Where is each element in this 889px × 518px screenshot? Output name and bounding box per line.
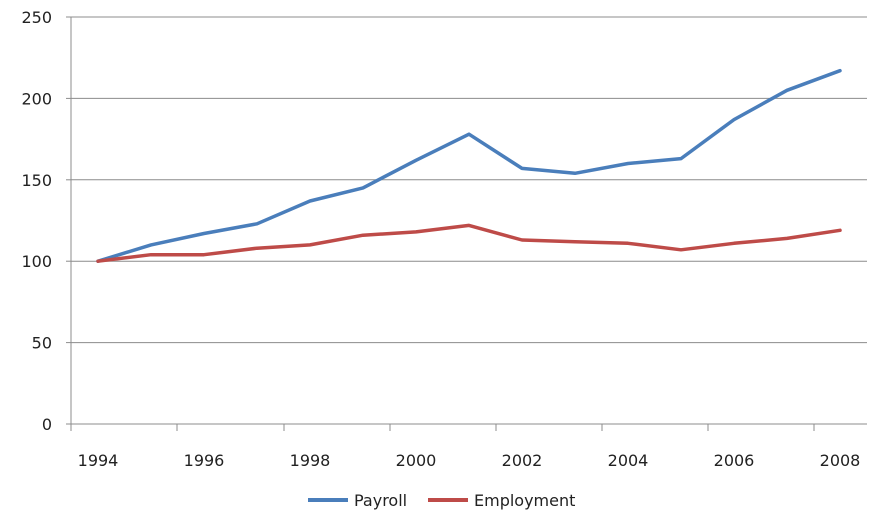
y-tick-label: 50 bbox=[32, 334, 52, 353]
x-tick-label: 1996 bbox=[184, 451, 225, 470]
x-tick-label: 2006 bbox=[714, 451, 755, 470]
y-tick-label: 100 bbox=[21, 252, 52, 271]
series-line-payroll bbox=[96, 68, 842, 263]
x-tick-label: 2008 bbox=[820, 451, 861, 470]
legend-label-employment: Employment bbox=[474, 491, 575, 510]
y-tick-label: 200 bbox=[21, 89, 52, 108]
x-tick-label: 2004 bbox=[608, 451, 649, 470]
series-line-employment bbox=[96, 223, 842, 263]
gridlines bbox=[71, 16, 867, 344]
legend: Payroll Employment bbox=[308, 491, 575, 510]
y-tick-label: 0 bbox=[42, 415, 52, 434]
series-lines bbox=[96, 68, 842, 263]
axes: 0 50 100 150 200 250 1994 1996 1998 2000 2002 2004 2… bbox=[21, 8, 867, 470]
y-tick-label: 250 bbox=[21, 8, 52, 27]
legend-label-payroll: Payroll bbox=[354, 491, 407, 510]
x-tick-label: 1998 bbox=[290, 451, 331, 470]
x-tick-label: 2002 bbox=[502, 451, 543, 470]
x-tick-label: 2000 bbox=[396, 451, 437, 470]
x-tick-label: 1994 bbox=[78, 451, 119, 470]
y-tick-label: 150 bbox=[21, 171, 52, 190]
